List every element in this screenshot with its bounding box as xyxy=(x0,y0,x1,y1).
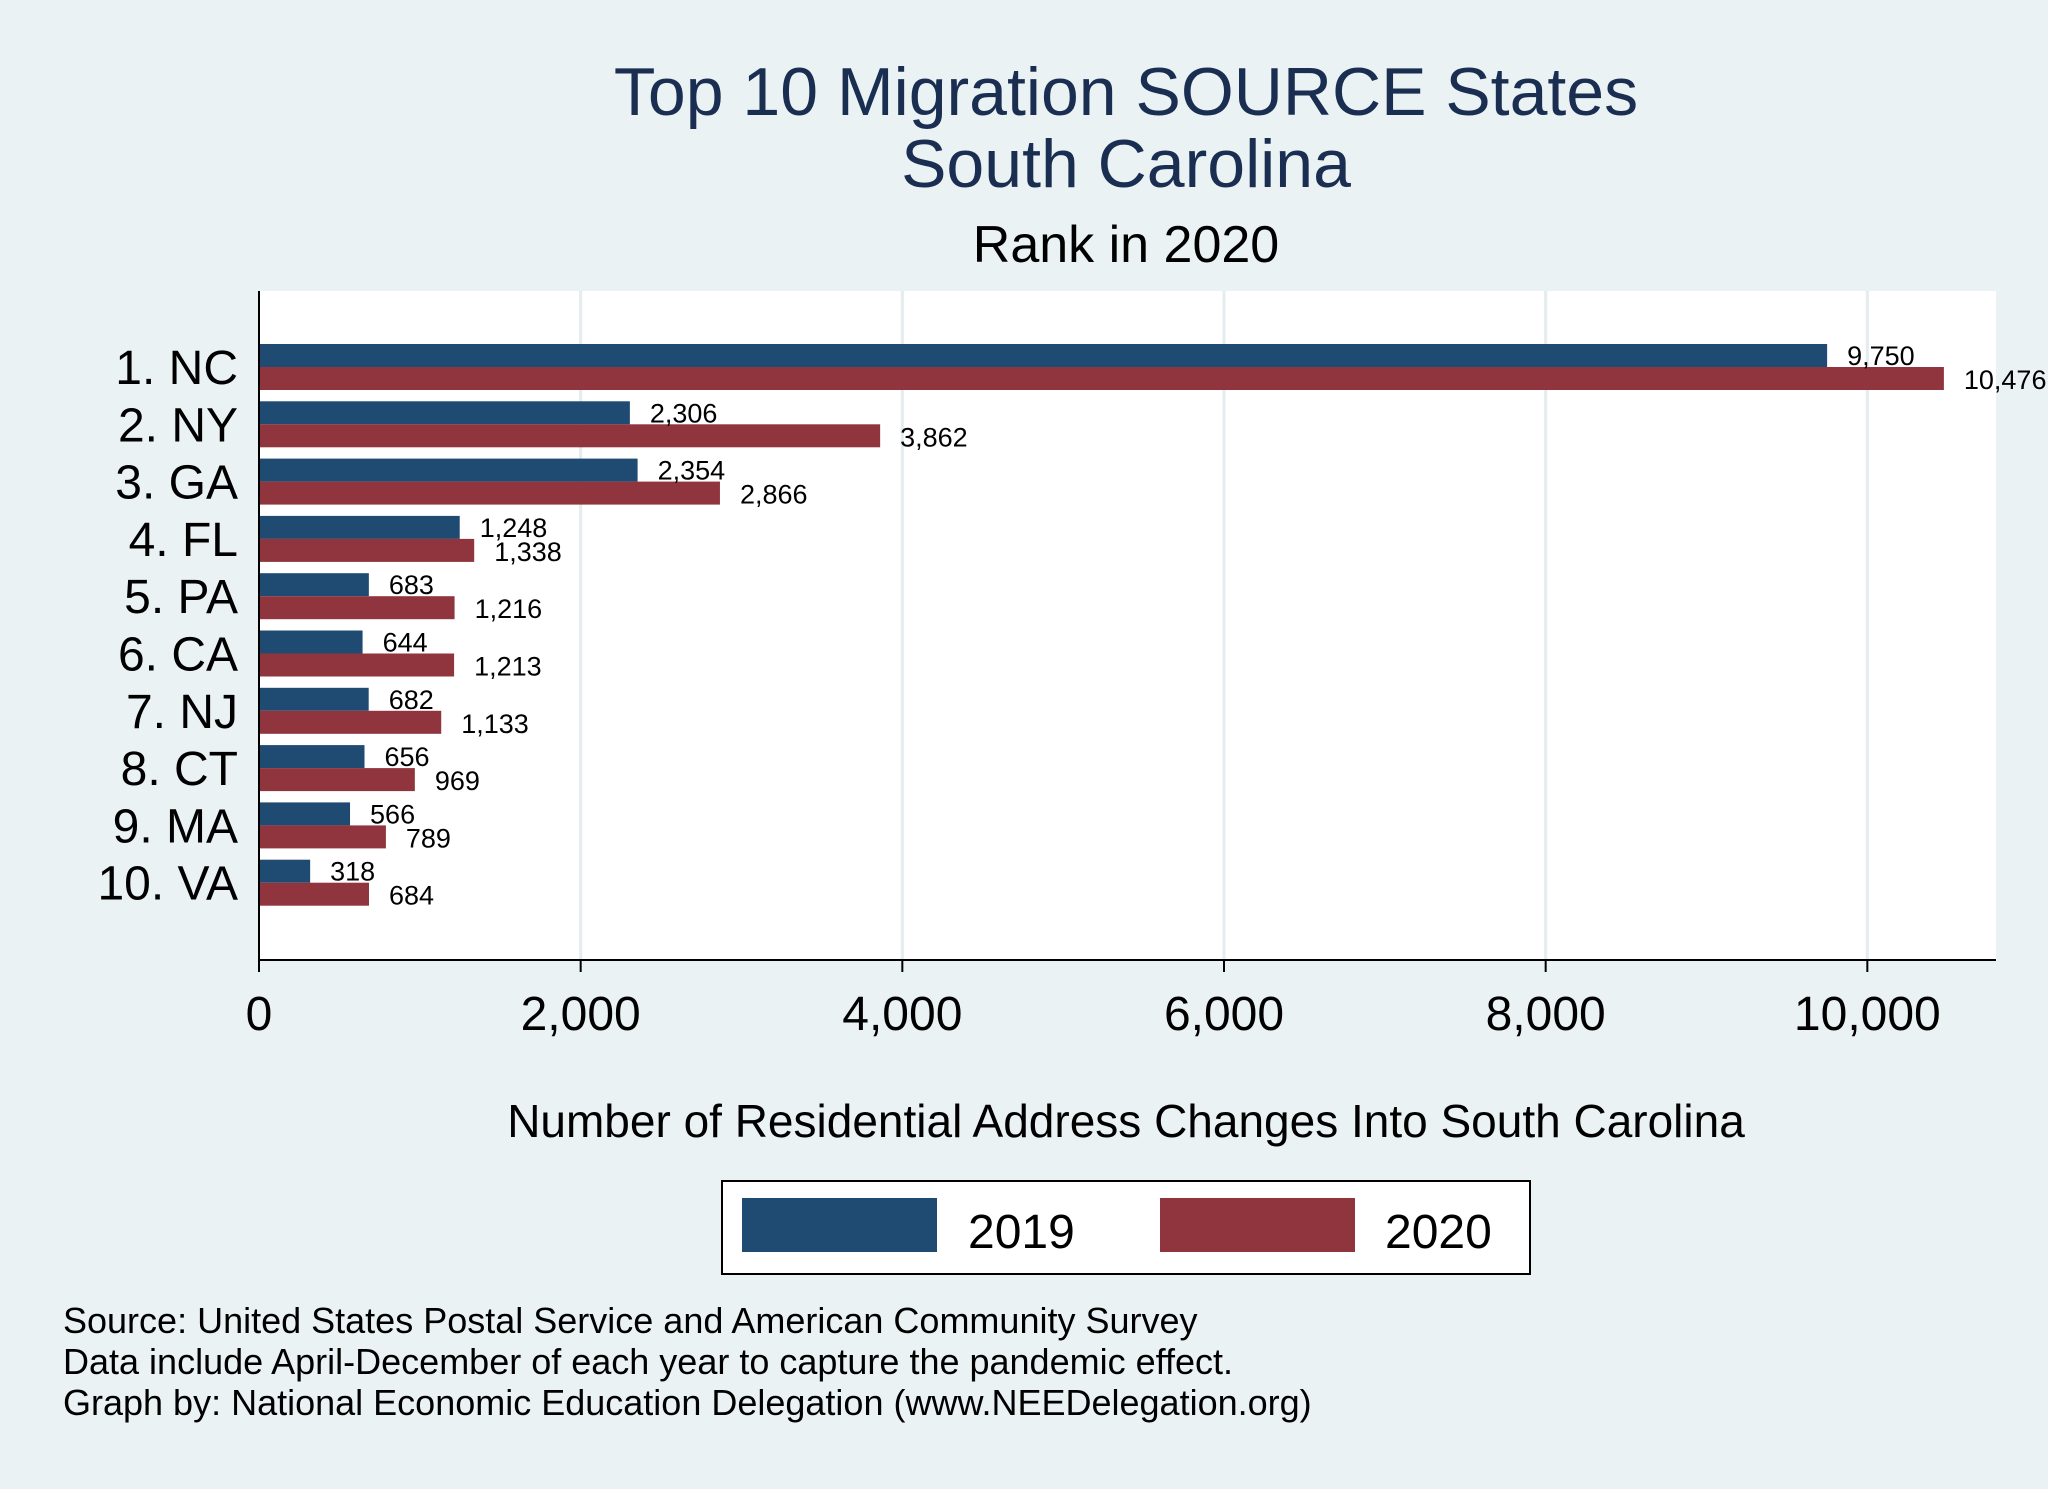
x-axis-title: Number of Residential Address Changes In… xyxy=(507,1095,1745,1147)
bar-2019-1 xyxy=(259,401,630,425)
value-label-2019-7: 656 xyxy=(385,742,430,772)
bar-2019-8 xyxy=(259,802,351,826)
x-tick-label-2: 4,000 xyxy=(842,988,962,1041)
value-label-2019-1: 2,306 xyxy=(650,398,718,428)
x-axis-ticks: 0 2,000 4,000 6,000 8,000 10,000 xyxy=(246,960,1941,1041)
bar-2019-0 xyxy=(259,344,1828,367)
bar-2020-8 xyxy=(259,825,386,849)
x-tick-label-5: 10,000 xyxy=(1794,988,1941,1041)
value-label-2020-1: 3,862 xyxy=(900,422,968,452)
value-label-2020-3: 1,338 xyxy=(494,537,562,567)
bar-2019-2 xyxy=(259,458,638,482)
bar-2019-5 xyxy=(259,630,363,654)
gridlines xyxy=(579,291,1869,960)
bar-2019-4 xyxy=(259,573,369,597)
bars xyxy=(259,344,1944,906)
category-label-7: 8. CT xyxy=(121,743,238,796)
value-label-2020-7: 969 xyxy=(435,766,480,796)
bar-2019-9 xyxy=(259,859,311,883)
value-label-2019-5: 644 xyxy=(383,628,428,658)
bar-2020-9 xyxy=(259,882,370,906)
bar-2019-6 xyxy=(259,687,369,711)
bar-2020-2 xyxy=(259,481,720,505)
category-label-3: 4. FL xyxy=(129,514,238,567)
value-label-2019-3: 1,248 xyxy=(480,513,548,543)
category-label-9: 10. VA xyxy=(97,858,238,911)
x-tick-label-0: 0 xyxy=(246,988,273,1041)
bar-2020-4 xyxy=(259,596,455,620)
value-label-2019-4: 683 xyxy=(389,570,434,600)
note-period: Data include April-December of each year… xyxy=(63,1341,1233,1382)
value-label-2020-8: 789 xyxy=(406,823,451,853)
bar-2019-7 xyxy=(259,745,365,769)
value-label-2020-4: 1,216 xyxy=(475,594,543,624)
value-label-2020-9: 684 xyxy=(389,881,434,911)
category-label-2: 3. GA xyxy=(115,457,238,510)
value-label-2019-8: 566 xyxy=(370,799,415,829)
x-tick-label-3: 6,000 xyxy=(1164,988,1284,1041)
note-source: Source: United States Postal Service and… xyxy=(63,1300,1198,1341)
value-label-2020-5: 1,213 xyxy=(474,652,542,682)
bar-2020-1 xyxy=(259,424,881,448)
bar-2020-7 xyxy=(259,768,415,792)
value-label-2019-6: 682 xyxy=(389,685,434,715)
legend-label-2020: 2020 xyxy=(1385,1206,1492,1259)
chart-title-line-1: Top 10 Migration SOURCE States xyxy=(614,54,1638,130)
bar-2020-0 xyxy=(259,367,1944,390)
value-label-2020-6: 1,133 xyxy=(461,709,529,739)
legend: 2019 2020 xyxy=(721,1180,1531,1275)
category-label-4: 5. PA xyxy=(124,571,238,624)
category-label-1: 2. NY xyxy=(118,399,238,452)
chart-subtitle: Rank in 2020 xyxy=(973,216,1279,274)
x-tick-label-1: 2,000 xyxy=(521,988,641,1041)
value-label-2019-2: 2,354 xyxy=(658,456,726,486)
value-labels: 9,750 10,476 2,306 3,862 2,354 2,866 1,2481,33… xyxy=(330,341,2046,911)
category-label-8: 9. MA xyxy=(113,800,238,853)
value-label-2020-2: 2,866 xyxy=(740,480,808,510)
bar-2020-5 xyxy=(259,653,455,677)
bar-2019-3 xyxy=(259,515,460,539)
value-label-2019-0: 9,750 xyxy=(1847,341,1915,371)
category-label-5: 6. CA xyxy=(118,629,238,682)
value-label-2019-9: 318 xyxy=(330,857,375,887)
y-axis-labels: 1. NC2. NY3. GA4. FL5. PA6. CA7. NJ8. CT… xyxy=(97,342,238,911)
legend-swatch-2020 xyxy=(1160,1198,1355,1252)
plot-area xyxy=(259,291,1996,960)
x-tick-label-4: 8,000 xyxy=(1486,988,1606,1041)
axes xyxy=(258,291,1996,961)
note-credit: Graph by: National Economic Education De… xyxy=(63,1382,1312,1423)
category-label-0: 1. NC xyxy=(115,342,238,395)
chart-title-line-2: South Carolina xyxy=(901,126,1351,202)
bar-2020-3 xyxy=(259,538,475,562)
value-label-2020-0: 10,476 xyxy=(1964,365,2047,395)
bar-2020-6 xyxy=(259,710,442,734)
legend-label-2019: 2019 xyxy=(968,1206,1075,1259)
category-label-6: 7. NJ xyxy=(126,686,238,739)
legend-swatch-2019 xyxy=(742,1198,937,1252)
